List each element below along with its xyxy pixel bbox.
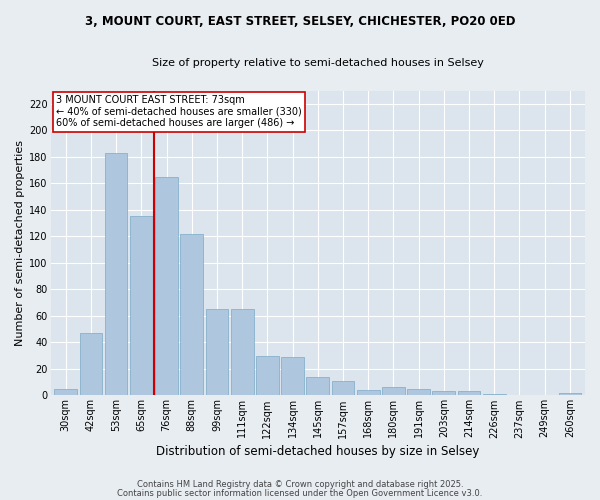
X-axis label: Distribution of semi-detached houses by size in Selsey: Distribution of semi-detached houses by … xyxy=(156,444,479,458)
Text: 3 MOUNT COURT EAST STREET: 73sqm
← 40% of semi-detached houses are smaller (330): 3 MOUNT COURT EAST STREET: 73sqm ← 40% o… xyxy=(56,95,302,128)
Bar xyxy=(231,309,254,396)
Bar xyxy=(559,393,581,396)
Bar xyxy=(55,389,77,396)
Bar xyxy=(357,390,380,396)
Bar xyxy=(80,333,102,396)
Y-axis label: Number of semi-detached properties: Number of semi-detached properties xyxy=(15,140,25,346)
Bar xyxy=(155,176,178,396)
Bar xyxy=(206,309,228,396)
Text: Contains public sector information licensed under the Open Government Licence v3: Contains public sector information licen… xyxy=(118,489,482,498)
Text: 3, MOUNT COURT, EAST STREET, SELSEY, CHICHESTER, PO20 0ED: 3, MOUNT COURT, EAST STREET, SELSEY, CHI… xyxy=(85,15,515,28)
Bar xyxy=(382,388,405,396)
Bar xyxy=(433,392,455,396)
Text: Contains HM Land Registry data © Crown copyright and database right 2025.: Contains HM Land Registry data © Crown c… xyxy=(137,480,463,489)
Bar xyxy=(332,381,355,396)
Bar xyxy=(256,356,279,396)
Bar xyxy=(458,392,481,396)
Bar xyxy=(130,216,152,396)
Bar xyxy=(483,394,506,396)
Bar xyxy=(181,234,203,396)
Bar xyxy=(105,153,127,396)
Bar xyxy=(407,389,430,396)
Bar xyxy=(307,377,329,396)
Title: Size of property relative to semi-detached houses in Selsey: Size of property relative to semi-detach… xyxy=(152,58,484,68)
Bar xyxy=(281,357,304,396)
